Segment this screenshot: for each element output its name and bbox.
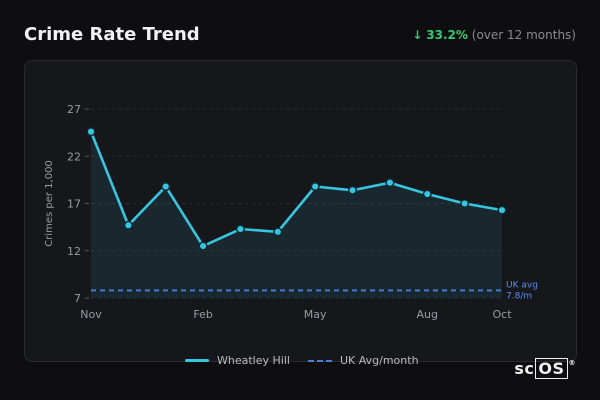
data-point [422, 189, 432, 199]
x-tick-label: Oct [492, 308, 512, 321]
data-point [235, 224, 246, 234]
y-axis-label: Crimes per 1,000 [44, 160, 55, 247]
data-point [86, 127, 96, 137]
brand-logo: sc OS ® [514, 358, 576, 379]
x-tick-label: Aug [417, 308, 438, 321]
x-tick-label: May [304, 308, 327, 321]
legend-item-series[interactable]: Wheatley Hill [185, 354, 290, 367]
legend-item-avg[interactable]: UK Avg/month [308, 354, 419, 367]
change-percent: 33.2% [426, 28, 468, 42]
y-tick-label: 7 [74, 292, 81, 305]
x-tick-label: Feb [193, 308, 212, 321]
data-point [460, 198, 470, 209]
page-title: Crime Rate Trend [24, 24, 200, 45]
x-tick-label: Nov [80, 308, 102, 321]
brand-text-b: OS [535, 358, 568, 379]
change-period: (over 12 months) [471, 28, 576, 42]
brand-text-a: sc [514, 359, 535, 378]
data-point [198, 241, 208, 251]
data-point [123, 220, 133, 230]
y-tick-label: 12 [67, 245, 81, 258]
series-line [89, 130, 504, 248]
data-point [347, 185, 358, 195]
data-point [497, 205, 507, 215]
trend-chart: 7 12 17 22 27 Crimes per 1,000 Nov Feb May Aug Oct… [44, 103, 538, 321]
series-area [91, 131, 502, 298]
uk-avg-label: UK avg [506, 280, 538, 290]
data-point [161, 181, 171, 192]
y-tick-label: 17 [67, 198, 81, 211]
change-indicator: ↓ 33.2% (over 12 months) [412, 28, 576, 42]
brand-mark: ® [568, 359, 576, 367]
uk-avg-value-label: 7.8/m [506, 291, 532, 301]
data-point [310, 181, 320, 192]
down-arrow-icon: ↓ [412, 28, 423, 42]
header: Crime Rate Trend ↓ 33.2% (over 12 months… [24, 24, 576, 48]
y-tick-label: 22 [67, 150, 81, 163]
data-point [385, 178, 395, 188]
legend-swatch-series [185, 359, 209, 362]
legend-swatch-avg [308, 359, 332, 362]
y-tick-label: 27 [67, 103, 81, 116]
chart-legend: Wheatley Hill UK Avg/month [0, 354, 600, 370]
chart-card: 7 12 17 22 27 Crimes per 1,000 Nov Feb May Aug Oct… [24, 60, 577, 362]
legend-label-series: Wheatley Hill [217, 354, 290, 367]
data-point [273, 227, 283, 237]
legend-label-avg: UK Avg/month [340, 354, 419, 367]
